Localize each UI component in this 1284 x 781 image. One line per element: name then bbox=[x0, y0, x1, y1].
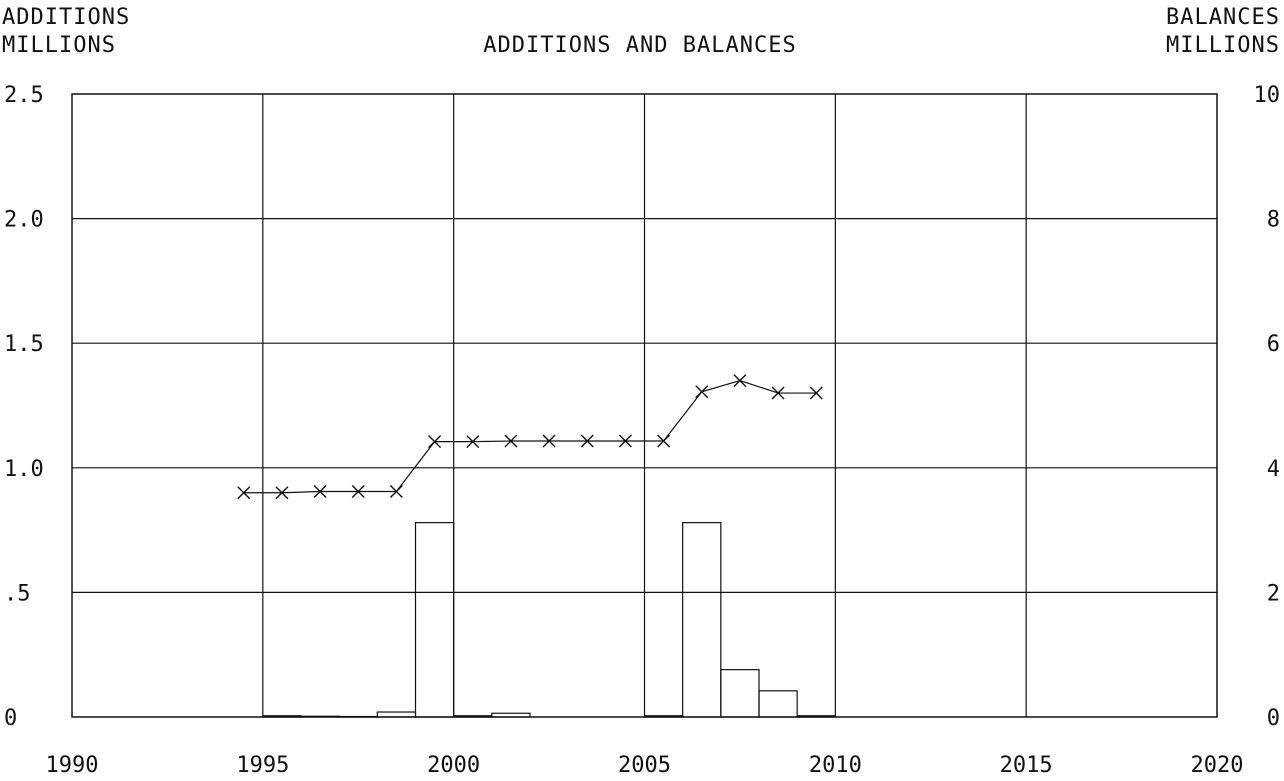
right-tick-label: 10 bbox=[1254, 83, 1281, 108]
marker-stroke bbox=[771, 386, 785, 400]
balances-point bbox=[313, 484, 327, 498]
marker-stroke bbox=[733, 374, 747, 388]
x-tick-label: 1990 bbox=[46, 753, 99, 778]
balances-point bbox=[695, 385, 709, 399]
left-axis-label-line2: MILLIONS bbox=[2, 33, 116, 58]
balances-point bbox=[351, 484, 365, 498]
chart-title: ADDITIONS AND BALANCES bbox=[483, 33, 796, 58]
balances-point bbox=[428, 435, 442, 449]
right-axis-label-line1: BALANCES bbox=[1166, 5, 1280, 30]
marker-stroke bbox=[580, 434, 594, 448]
balances-point bbox=[237, 486, 251, 500]
x-tick-label: 2015 bbox=[1000, 753, 1053, 778]
left-tick-label: 1.5 bbox=[4, 332, 44, 357]
additions-bar bbox=[682, 522, 722, 718]
right-axis-label-line2: MILLIONS bbox=[1166, 33, 1280, 58]
balances-point bbox=[733, 374, 747, 388]
balances-polyline bbox=[243, 379, 817, 494]
marker-stroke bbox=[466, 435, 480, 449]
right-tick-label: 2 bbox=[1267, 581, 1280, 606]
x-tick-label: 2005 bbox=[618, 753, 671, 778]
balances-point bbox=[466, 435, 480, 449]
left-tick-label: .5 bbox=[4, 581, 31, 606]
x-tick-label: 1995 bbox=[236, 753, 289, 778]
marker-stroke bbox=[809, 386, 823, 400]
marker-stroke bbox=[657, 434, 671, 448]
balances-point bbox=[618, 434, 632, 448]
right-tick-label: 4 bbox=[1267, 457, 1280, 482]
left-tick-label: 2.5 bbox=[4, 83, 44, 108]
balances-point bbox=[542, 434, 556, 448]
balances-line bbox=[237, 374, 823, 500]
grid-lines bbox=[72, 94, 1217, 717]
additions-bar bbox=[758, 690, 798, 718]
right-tick-label: 0 bbox=[1267, 706, 1280, 731]
marker-stroke bbox=[618, 434, 632, 448]
marker-stroke bbox=[237, 486, 251, 500]
marker-stroke bbox=[313, 484, 327, 498]
left-tick-label: 0 bbox=[4, 706, 17, 731]
left-axis-label-line1: ADDITIONS bbox=[2, 5, 130, 30]
marker-stroke bbox=[695, 385, 709, 399]
balances-point bbox=[389, 484, 403, 498]
marker-stroke bbox=[275, 486, 289, 500]
balances-point bbox=[580, 434, 594, 448]
tick-labels: 1990 1995 2000 2005 2010 2015 20200.51.01.52.0… bbox=[4, 83, 1280, 778]
x-tick-label: 2010 bbox=[809, 753, 862, 778]
marker-stroke bbox=[351, 484, 365, 498]
balances-point bbox=[504, 434, 518, 448]
additions-bar bbox=[414, 522, 455, 718]
additions-bars bbox=[262, 522, 836, 718]
marker-stroke bbox=[504, 434, 518, 448]
marker-stroke bbox=[542, 434, 556, 448]
balances-point bbox=[657, 434, 671, 448]
marker-stroke bbox=[389, 484, 403, 498]
left-tick-label: 2.0 bbox=[4, 208, 44, 233]
additions-bar bbox=[720, 669, 760, 718]
plot-frame bbox=[71, 93, 1218, 718]
left-tick-label: 1.0 bbox=[4, 457, 44, 482]
x-tick-label: 2020 bbox=[1191, 753, 1244, 778]
balances-point bbox=[809, 386, 823, 400]
right-tick-label: 6 bbox=[1267, 332, 1280, 357]
right-tick-label: 8 bbox=[1267, 208, 1280, 233]
x-tick-label: 2000 bbox=[427, 753, 480, 778]
marker-stroke bbox=[428, 435, 442, 449]
balances-point bbox=[771, 386, 785, 400]
balances-point bbox=[275, 486, 289, 500]
